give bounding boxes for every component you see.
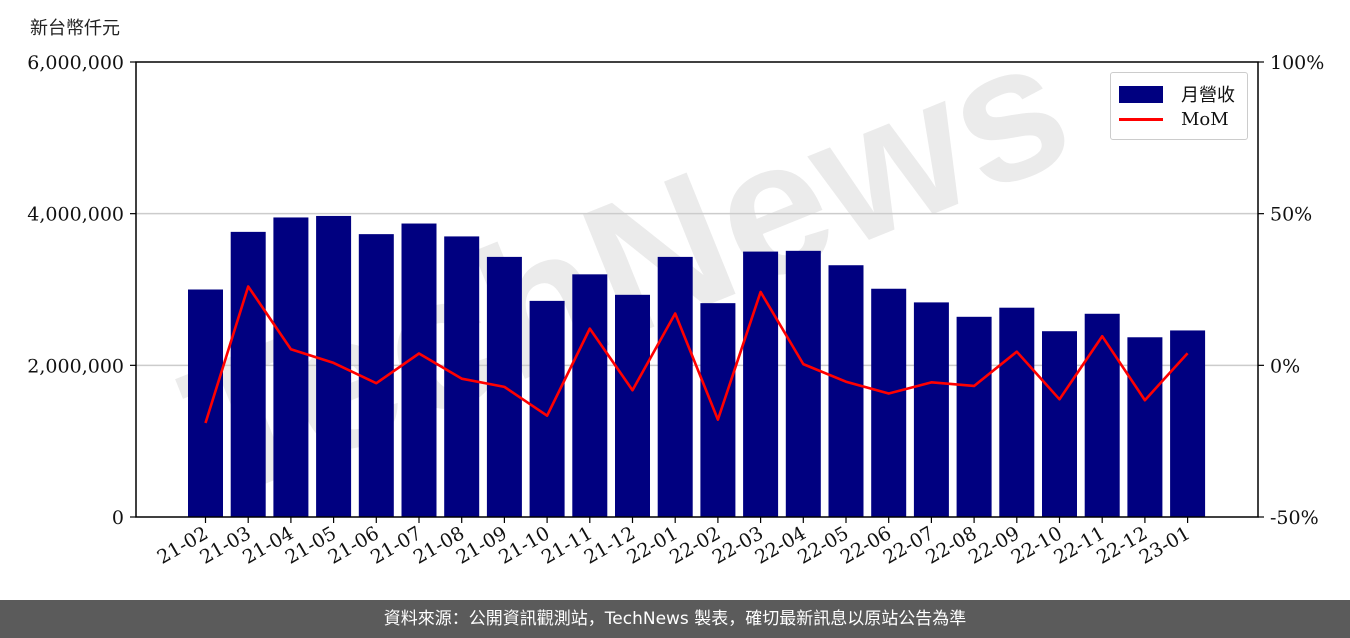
bar-21-08 (444, 236, 480, 517)
legend-swatch-bar (1119, 85, 1163, 103)
bar-21-07 (401, 223, 437, 517)
bar-22-02 (700, 303, 736, 517)
legend-label-revenue: 月營收 (1181, 85, 1235, 106)
mom-line (204, 285, 1189, 424)
bar-21-12 (615, 294, 650, 517)
bar-22-06 (871, 288, 907, 517)
bar-22-05 (828, 265, 864, 517)
bar-22-07 (913, 302, 949, 517)
bar-21-03 (230, 231, 266, 517)
left-tick-label: 0 (112, 507, 124, 529)
bar-23-01 (1170, 330, 1206, 517)
legend-swatch-line (1119, 118, 1163, 121)
y-axis-unit-label: 新台幣仟元 (30, 18, 120, 39)
legend-label-mom: MoM (1181, 109, 1229, 130)
left-tick-label: 2,000,000 (27, 355, 124, 377)
bar-21-04 (273, 217, 309, 518)
bar-22-10 (1042, 331, 1077, 517)
left-tick-label: 4,000,000 (27, 204, 124, 226)
bar-22-11 (1084, 313, 1120, 517)
bar-22-08 (956, 316, 992, 517)
bar-21-02 (188, 289, 223, 517)
bar-21-05 (316, 215, 352, 518)
bar-22-04 (785, 250, 821, 517)
legend-item-revenue: 月營收 (1119, 81, 1235, 107)
chart-legend: 月營收 MoM (1110, 72, 1248, 140)
left-tick-label: 6,000,000 (27, 52, 124, 74)
bar-22-09 (999, 307, 1035, 517)
bar-22-01 (657, 256, 693, 517)
revenue-chart: TechNews02,000,0004,000,0006,000,000-50%… (27, 0, 1324, 569)
right-tick-label: -50% (1270, 507, 1319, 529)
right-tick-label: 100% (1270, 52, 1324, 74)
source-footer: 資料來源：公開資訊觀測站，TechNews 製表，確切最新訊息以原站公告為準 (0, 600, 1350, 638)
legend-item-mom: MoM (1119, 109, 1229, 130)
right-tick-label: 50% (1270, 204, 1312, 226)
bar-22-12 (1127, 337, 1163, 517)
plot-frame (135, 61, 1259, 518)
right-tick-label: 0% (1270, 355, 1300, 377)
bar-21-11 (572, 274, 608, 517)
